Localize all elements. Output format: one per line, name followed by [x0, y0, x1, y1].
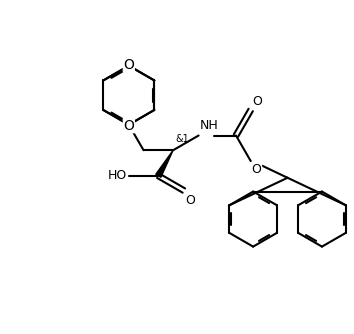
- Text: O: O: [252, 163, 262, 176]
- Text: O: O: [124, 119, 134, 133]
- Text: HO: HO: [108, 169, 127, 182]
- Polygon shape: [156, 150, 173, 177]
- Text: O: O: [253, 95, 263, 108]
- Text: O: O: [124, 58, 134, 72]
- Text: &1: &1: [175, 134, 189, 144]
- Text: NH: NH: [200, 119, 218, 132]
- Text: O: O: [185, 193, 195, 206]
